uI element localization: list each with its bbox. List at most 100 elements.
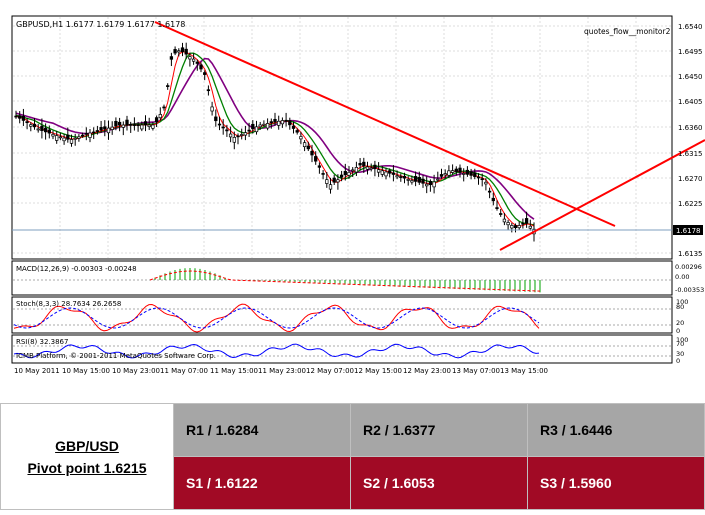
price-tick: 1.6315 bbox=[678, 150, 703, 158]
candle-body bbox=[14, 115, 18, 118]
candle-body bbox=[421, 178, 425, 184]
candle-body bbox=[347, 171, 351, 176]
price-tick: 1.6135 bbox=[678, 250, 703, 258]
candle-body bbox=[162, 106, 166, 109]
pivot-point: Pivot point 1.6215 bbox=[27, 459, 147, 476]
candle-body bbox=[402, 175, 407, 179]
candle-body bbox=[395, 175, 399, 178]
candle-body bbox=[203, 72, 207, 75]
candle-body bbox=[476, 176, 481, 179]
candle-body bbox=[354, 167, 359, 173]
time-label: 12 May 23:00 bbox=[403, 367, 451, 375]
candlesticks bbox=[14, 42, 536, 242]
support-3: S3 / 1.5960 bbox=[527, 456, 705, 510]
candle-body bbox=[18, 115, 22, 119]
candle-body bbox=[77, 136, 81, 139]
current-price-marker bbox=[673, 225, 703, 235]
support-2: S2 / 1.6053 bbox=[350, 456, 528, 510]
time-label: 11 May 07:00 bbox=[160, 367, 208, 375]
candle-body bbox=[391, 172, 396, 175]
candle-body bbox=[351, 169, 355, 172]
macd-panel[interactable] bbox=[11, 260, 673, 296]
candle-body bbox=[221, 126, 225, 129]
candle-body bbox=[469, 171, 473, 176]
candle-body bbox=[284, 119, 288, 122]
price-tick: 1.6225 bbox=[678, 200, 703, 208]
candle-body bbox=[55, 135, 59, 141]
candle-body bbox=[465, 169, 470, 175]
candle-body bbox=[513, 225, 518, 229]
stoch-tick: 20 bbox=[676, 319, 684, 327]
rsi-panel[interactable] bbox=[11, 334, 673, 364]
candle-body bbox=[214, 116, 218, 122]
candle-body bbox=[265, 123, 270, 129]
candle-body bbox=[339, 174, 344, 178]
candle-body bbox=[362, 161, 366, 167]
candle-body bbox=[517, 225, 521, 229]
candle-body bbox=[413, 176, 418, 182]
candle-body bbox=[43, 127, 48, 133]
candle-body bbox=[317, 165, 322, 168]
stoch-tick: 0 bbox=[676, 327, 680, 335]
rsi-tick: 0 bbox=[676, 357, 680, 365]
price-chart[interactable]: GBPUSD,H1 1.6177 1.6179 1.6177 1.6178 qu… bbox=[0, 0, 705, 380]
candle-body bbox=[491, 197, 495, 202]
candle-body bbox=[450, 170, 455, 173]
candle-body bbox=[62, 137, 66, 142]
candle-body bbox=[510, 225, 514, 229]
candle-body bbox=[69, 139, 74, 144]
candle-body bbox=[114, 120, 118, 127]
stoch-label: Stoch(8,3,3) 28.7634 26.2658 bbox=[16, 300, 121, 308]
macd-tick: -0.00353 bbox=[675, 286, 704, 294]
candle-body bbox=[439, 174, 444, 177]
candle-body bbox=[299, 136, 303, 140]
stoch-signal-line bbox=[13, 307, 540, 329]
candle-body bbox=[95, 130, 100, 132]
time-label: 11 May 23:00 bbox=[258, 367, 306, 375]
candle-body bbox=[358, 163, 362, 166]
candle-body bbox=[480, 178, 484, 181]
candle-body bbox=[273, 118, 277, 123]
candle-body bbox=[388, 170, 392, 174]
candle-body bbox=[217, 123, 222, 126]
candle-body bbox=[306, 145, 310, 150]
candle-body bbox=[269, 121, 273, 124]
resistance-trendline[interactable] bbox=[154, 21, 616, 227]
candle-body bbox=[143, 121, 148, 126]
candle-body bbox=[177, 50, 181, 53]
candle-body bbox=[288, 120, 292, 126]
candle-body bbox=[384, 171, 388, 177]
price-tick: 1.6450 bbox=[678, 73, 703, 81]
support-1: S1 / 1.6122 bbox=[173, 456, 351, 510]
candle-body bbox=[99, 127, 103, 131]
candle-body bbox=[521, 222, 525, 225]
main-chart-panel[interactable] bbox=[11, 15, 673, 260]
candle-body bbox=[428, 181, 433, 186]
candle-body bbox=[210, 106, 214, 112]
price-tick: 1.6270 bbox=[678, 175, 703, 183]
candle-body bbox=[40, 125, 44, 131]
candle-body bbox=[484, 181, 488, 185]
candle-body bbox=[365, 166, 370, 170]
candle-body bbox=[291, 125, 296, 129]
candle-body bbox=[243, 132, 248, 136]
support-trendline[interactable] bbox=[499, 139, 705, 251]
candle-body bbox=[325, 179, 329, 184]
candle-body bbox=[191, 58, 196, 62]
candle-body bbox=[21, 115, 26, 121]
candle-body bbox=[166, 85, 170, 87]
pivot-table: GBP/USD Pivot point 1.6215 R1 / 1.6284 R… bbox=[0, 403, 705, 510]
candle-body bbox=[228, 133, 233, 138]
macd-tick: 0.00296 bbox=[675, 263, 702, 271]
candle-body bbox=[51, 133, 55, 137]
price-tick: 1.6540 bbox=[678, 23, 703, 31]
candle-body bbox=[195, 61, 199, 64]
candle-body bbox=[406, 179, 410, 181]
time-label: 12 May 07:00 bbox=[306, 367, 354, 375]
candle-body bbox=[136, 124, 140, 127]
price-tick: 1.6360 bbox=[678, 124, 703, 132]
stoch-panel[interactable] bbox=[11, 296, 673, 334]
candle-body bbox=[277, 120, 281, 126]
indicator-name: quotes_flow__monitor2 bbox=[584, 27, 671, 36]
candle-body bbox=[399, 176, 403, 178]
